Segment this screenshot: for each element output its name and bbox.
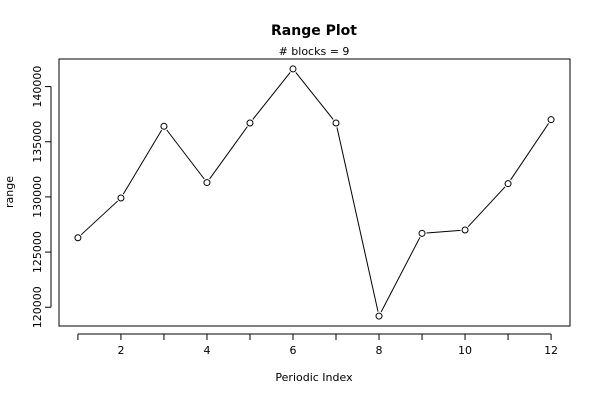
data-point	[547, 116, 555, 124]
data-point	[289, 65, 297, 73]
series-line-segment	[166, 129, 205, 180]
series-line-segment	[467, 186, 506, 228]
x-tick-label: 10	[458, 344, 472, 357]
series-line-segment	[122, 129, 163, 195]
series-line-segment	[380, 237, 421, 313]
y-tick-label: 130000	[31, 176, 44, 218]
y-axis: 120000 125000 130000 135000 140000	[31, 66, 52, 328]
x-tick-label: 6	[289, 344, 296, 357]
data-point	[332, 119, 340, 127]
y-tick-label: 120000	[31, 286, 44, 328]
data-point	[74, 234, 82, 242]
x-axis-label: Periodic Index	[275, 371, 353, 384]
x-tick-label: 4	[203, 344, 210, 357]
series-line-segment	[209, 126, 248, 180]
x-tick-label: 2	[117, 344, 124, 357]
data-point	[375, 312, 383, 320]
y-tick-label: 140000	[31, 66, 44, 108]
x-tick-label: 12	[544, 344, 558, 357]
series-line-segment	[80, 200, 118, 236]
y-tick-label: 135000	[31, 121, 44, 163]
series-line-segment	[252, 72, 291, 120]
data-point	[246, 119, 254, 127]
data-point	[504, 180, 512, 188]
series-line-segment	[510, 123, 549, 181]
x-axis: 2 4 6 8 10 12	[77, 333, 558, 357]
series-line-segment	[295, 72, 334, 120]
data-point	[461, 226, 469, 234]
x-tick-label: 8	[376, 344, 383, 357]
series-layer	[74, 65, 555, 320]
series-line-segment	[336, 127, 379, 312]
chart-subtitle: # blocks = 9	[279, 45, 350, 58]
data-point	[418, 229, 426, 237]
series-line-segment	[426, 229, 461, 234]
plot-frame	[58, 58, 571, 327]
data-point	[160, 122, 168, 130]
y-tick-label: 125000	[31, 231, 44, 273]
data-point	[203, 179, 211, 187]
chart-title: Range Plot	[271, 23, 357, 39]
data-point	[117, 194, 125, 202]
y-axis-label: range	[3, 176, 16, 208]
